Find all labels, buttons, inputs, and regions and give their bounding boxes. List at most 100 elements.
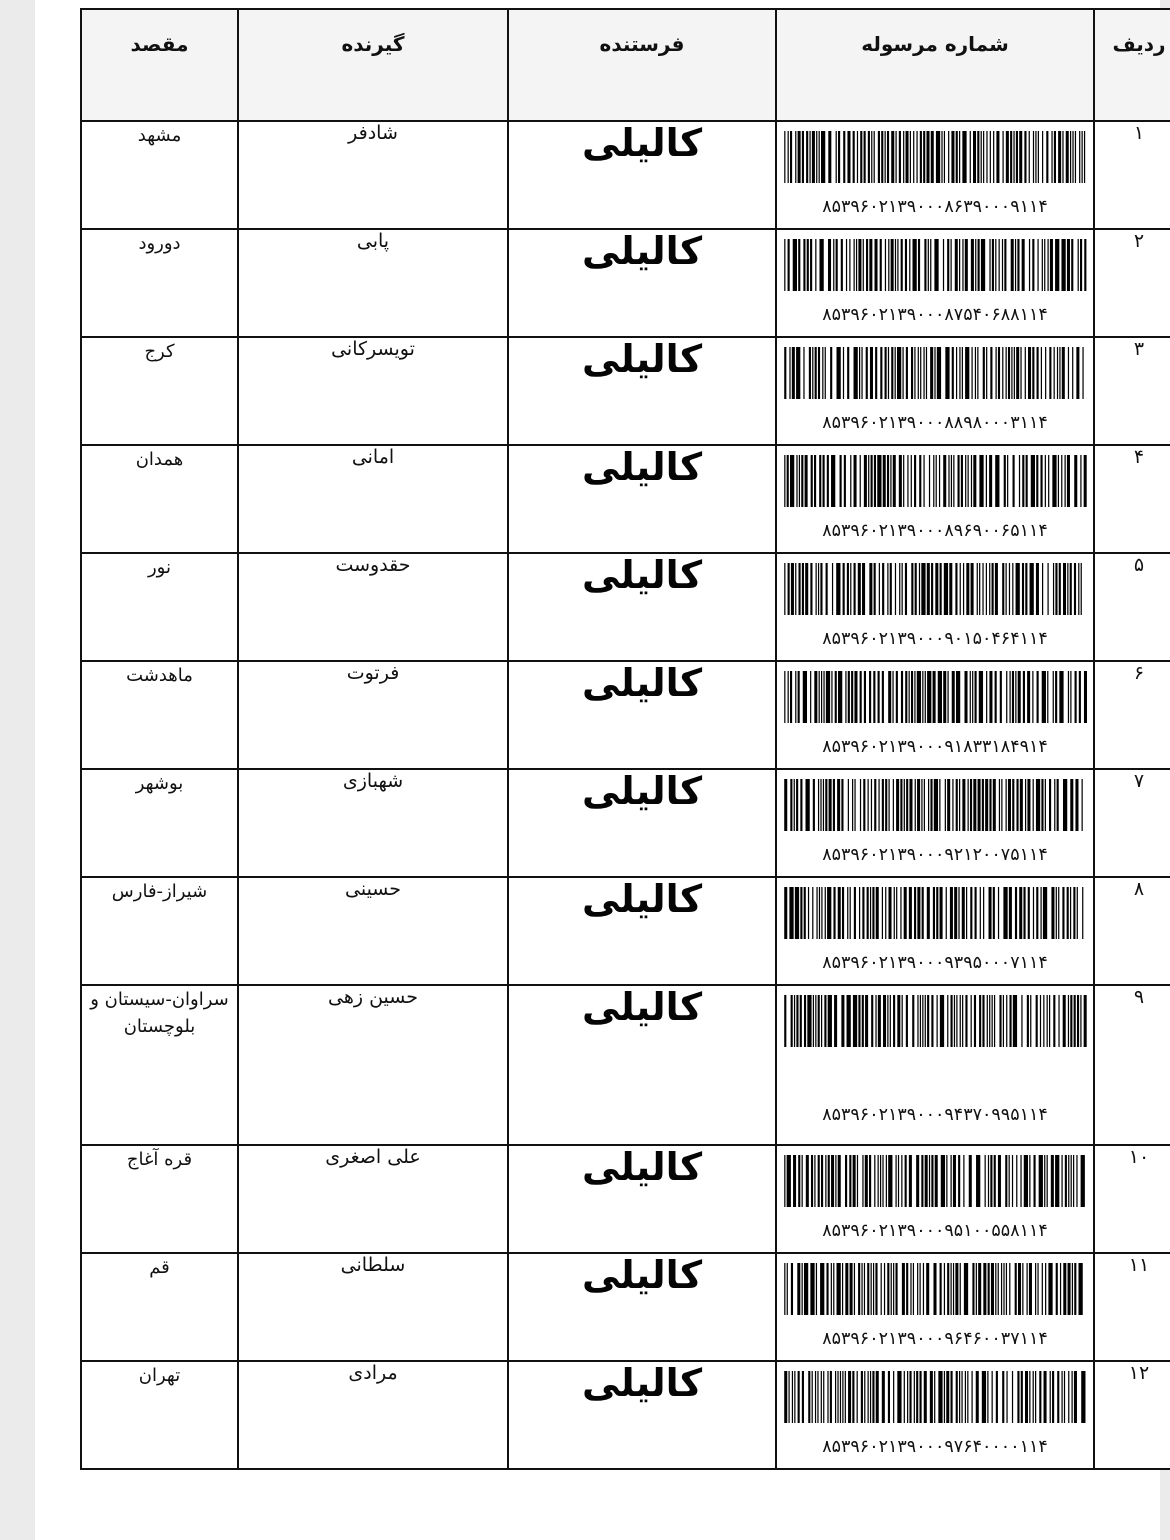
cell-tracking-barcode[interactable]: ۸۵۳۹۶۰۲۱۳۹۰۰۰۸۹۶۹۰۰۶۵۱۱۴ xyxy=(775,444,1095,554)
cell-destination: کرج xyxy=(80,336,239,446)
cell-receiver: شهبازی xyxy=(237,768,509,878)
table-row[interactable]: ۸ ۸۵۳۹۶۰۲۱۳۹۰۰۰۹۳۹۵۰۰۰۷۱۱۴ کالیلی حسینی شیرا… xyxy=(80,876,1170,986)
cell-destination: بوشهر xyxy=(80,768,239,878)
cell-receiver: مرادی xyxy=(237,1360,509,1470)
barcode-icon xyxy=(783,131,1087,183)
cell-sender: کالیلی xyxy=(507,768,777,878)
cell-destination: سراوان-سیستان و بلوچستان xyxy=(80,984,239,1146)
cell-sender: کالیلی xyxy=(507,228,777,338)
cell-row-number: ۲ xyxy=(1093,228,1170,338)
cell-sender: کالیلی xyxy=(507,1252,777,1362)
tracking-number: ۸۵۳۹۶۰۲۱۳۹۰۰۰۹۲۱۲۰۰۷۵۱۱۴ xyxy=(822,845,1048,865)
barcode-icon xyxy=(783,995,1087,1047)
tracking-number: ۸۵۳۹۶۰۲۱۳۹۰۰۰۸۶۳۹۰۰۰۹۱۱۴ xyxy=(822,197,1048,217)
cell-receiver: فرتوت xyxy=(237,660,509,770)
cell-row-number: ۷ xyxy=(1093,768,1170,878)
cell-destination: قم xyxy=(80,1252,239,1362)
cell-row-number: ۱۱ xyxy=(1093,1252,1170,1362)
table-row[interactable]: ۵ ۸۵۳۹۶۰۲۱۳۹۰۰۰۹۰۱۵۰۴۶۴۱۱۴ کالیلی حقدوست نور xyxy=(80,552,1170,662)
cell-row-number: ۸ xyxy=(1093,876,1170,986)
cell-destination: نور xyxy=(80,552,239,662)
cell-row-number: ۶ xyxy=(1093,660,1170,770)
cell-receiver: شادفر xyxy=(237,120,509,230)
table-row[interactable]: ۴ ۸۵۳۹۶۰۲۱۳۹۰۰۰۸۹۶۹۰۰۶۵۱۱۴ کالیلی امانی همدا… xyxy=(80,444,1170,554)
tracking-number: ۸۵۳۹۶۰۲۱۳۹۰۰۰۹۰۱۵۰۴۶۴۱۱۴ xyxy=(822,629,1048,649)
cell-sender: کالیلی xyxy=(507,660,777,770)
cell-destination: تهران xyxy=(80,1360,239,1470)
column-header-dest: مقصد xyxy=(80,8,239,122)
cell-tracking-barcode[interactable]: ۸۵۳۹۶۰۲۱۳۹۰۰۰۸۷۵۴۰۶۸۸۱۱۴ xyxy=(775,228,1095,338)
barcode-icon xyxy=(783,671,1087,723)
cell-sender: کالیلی xyxy=(507,336,777,446)
column-header-sender: فرستنده xyxy=(507,8,777,122)
barcode-icon xyxy=(783,455,1087,507)
cell-receiver: علی اصغری xyxy=(237,1144,509,1254)
shipping-manifest-table: ردیف شماره مرسوله فرستنده گیرنده مقصد ۱ ۸… xyxy=(80,8,1170,1470)
cell-row-number: ۹ xyxy=(1093,984,1170,1146)
table-row[interactable]: ۱۰ ۸۵۳۹۶۰۲۱۳۹۰۰۰۹۵۱۰۰۵۵۸۱۱۴ کالیلی علی اصغر… xyxy=(80,1144,1170,1254)
cell-tracking-barcode[interactable]: ۸۵۳۹۶۰۲۱۳۹۰۰۰۹۶۴۶۰۰۳۷۱۱۴ xyxy=(775,1252,1095,1362)
table-row[interactable]: ۷ ۸۵۳۹۶۰۲۱۳۹۰۰۰۹۲۱۲۰۰۷۵۱۱۴ کالیلی شهبازی بوش… xyxy=(80,768,1170,878)
table-body: ۱ ۸۵۳۹۶۰۲۱۳۹۰۰۰۸۶۳۹۰۰۰۹۱۱۴ کالیلی شادفر مشهد… xyxy=(80,120,1170,1470)
table-row[interactable]: ۱۲ ۸۵۳۹۶۰۲۱۳۹۰۰۰۹۷۶۴۰۰۰۰۱۱۴ کالیلی مرادی تهر… xyxy=(80,1360,1170,1470)
cell-row-number: ۱۲ xyxy=(1093,1360,1170,1470)
page-sheet: ردیف شماره مرسوله فرستنده گیرنده مقصد ۱ ۸… xyxy=(35,0,1170,1540)
cell-row-number: ۳ xyxy=(1093,336,1170,446)
tracking-number: ۸۵۳۹۶۰۲۱۳۹۰۰۰۹۱۸۳۳۱۸۴۹۱۴ xyxy=(822,737,1048,757)
cell-tracking-barcode[interactable]: ۸۵۳۹۶۰۲۱۳۹۰۰۰۹۳۹۵۰۰۰۷۱۱۴ xyxy=(775,876,1095,986)
cell-sender: کالیلی xyxy=(507,984,777,1146)
barcode-icon xyxy=(783,239,1087,291)
cell-sender: کالیلی xyxy=(507,876,777,986)
barcode-icon xyxy=(783,1155,1087,1207)
cell-tracking-barcode[interactable]: ۸۵۳۹۶۰۲۱۳۹۰۰۰۸۸۹۸۰۰۰۳۱۱۴ xyxy=(775,336,1095,446)
cell-tracking-barcode[interactable]: ۸۵۳۹۶۰۲۱۳۹۰۰۰۹۵۱۰۰۵۵۸۱۱۴ xyxy=(775,1144,1095,1254)
cell-receiver: حسین زهی xyxy=(237,984,509,1146)
table-row[interactable]: ۲ ۸۵۳۹۶۰۲۱۳۹۰۰۰۸۷۵۴۰۶۸۸۱۱۴ کالیلی پابی دورود xyxy=(80,228,1170,338)
table-row[interactable]: ۳ ۸۵۳۹۶۰۲۱۳۹۰۰۰۸۸۹۸۰۰۰۳۱۱۴ کالیلی تویسرکانی… xyxy=(80,336,1170,446)
cell-destination: شیراز-فارس xyxy=(80,876,239,986)
cell-destination: ماهدشت xyxy=(80,660,239,770)
cell-sender: کالیلی xyxy=(507,444,777,554)
table-row[interactable]: ۶ ۸۵۳۹۶۰۲۱۳۹۰۰۰۹۱۸۳۳۱۸۴۹۱۴ کالیلی فرتوت ماهد… xyxy=(80,660,1170,770)
cell-destination: همدان xyxy=(80,444,239,554)
tracking-number: ۸۵۳۹۶۰۲۱۳۹۰۰۰۹۳۹۵۰۰۰۷۱۱۴ xyxy=(822,953,1048,973)
cell-destination: قره آغاج xyxy=(80,1144,239,1254)
cell-tracking-barcode[interactable]: ۸۵۳۹۶۰۲۱۳۹۰۰۰۹۰۱۵۰۴۶۴۱۱۴ xyxy=(775,552,1095,662)
table-row[interactable]: ۱ ۸۵۳۹۶۰۲۱۳۹۰۰۰۸۶۳۹۰۰۰۹۱۱۴ کالیلی شادفر مشهد xyxy=(80,120,1170,230)
tracking-number: ۸۵۳۹۶۰۲۱۳۹۰۰۰۹۶۴۶۰۰۳۷۱۱۴ xyxy=(822,1329,1048,1349)
table-row[interactable]: ۹ ۸۵۳۹۶۰۲۱۳۹۰۰۰۹۴۳۷۰۹۹۵۱۱۴ کالیلی حسین زهی س… xyxy=(80,984,1170,1146)
cell-sender: کالیلی xyxy=(507,552,777,662)
cell-destination: مشهد xyxy=(80,120,239,230)
cell-tracking-barcode[interactable]: ۸۵۳۹۶۰۲۱۳۹۰۰۰۸۶۳۹۰۰۰۹۱۱۴ xyxy=(775,120,1095,230)
cell-tracking-barcode[interactable]: ۸۵۳۹۶۰۲۱۳۹۰۰۰۹۲۱۲۰۰۷۵۱۱۴ xyxy=(775,768,1095,878)
cell-sender: کالیلی xyxy=(507,1144,777,1254)
cell-receiver: تویسرکانی xyxy=(237,336,509,446)
barcode-icon xyxy=(783,887,1087,939)
cell-row-number: ۱۰ xyxy=(1093,1144,1170,1254)
tracking-number: ۸۵۳۹۶۰۲۱۳۹۰۰۰۸۹۶۹۰۰۶۵۱۱۴ xyxy=(822,521,1048,541)
barcode-icon xyxy=(783,1263,1087,1315)
column-header-barcode: شماره مرسوله xyxy=(775,8,1095,122)
column-header-radif: ردیف xyxy=(1093,8,1170,122)
header-row: ردیف شماره مرسوله فرستنده گیرنده مقصد xyxy=(80,8,1170,122)
tracking-number: ۸۵۳۹۶۰۲۱۳۹۰۰۰۸۸۹۸۰۰۰۳۱۱۴ xyxy=(822,413,1048,433)
cell-destination: دورود xyxy=(80,228,239,338)
barcode-icon xyxy=(783,563,1087,615)
barcode-icon xyxy=(783,1371,1087,1423)
cell-receiver: امانی xyxy=(237,444,509,554)
cell-tracking-barcode[interactable]: ۸۵۳۹۶۰۲۱۳۹۰۰۰۹۷۶۴۰۰۰۰۱۱۴ xyxy=(775,1360,1095,1470)
barcode-icon xyxy=(783,779,1087,831)
cell-receiver: سلطانی xyxy=(237,1252,509,1362)
cell-row-number: ۱ xyxy=(1093,120,1170,230)
cell-receiver: پابی xyxy=(237,228,509,338)
cell-tracking-barcode[interactable]: ۸۵۳۹۶۰۲۱۳۹۰۰۰۹۱۸۳۳۱۸۴۹۱۴ xyxy=(775,660,1095,770)
table-row[interactable]: ۱۱ ۸۵۳۹۶۰۲۱۳۹۰۰۰۹۶۴۶۰۰۳۷۱۱۴ کالیلی سلطانی قم xyxy=(80,1252,1170,1362)
cell-receiver: حقدوست xyxy=(237,552,509,662)
barcode-icon xyxy=(783,347,1087,399)
cell-row-number: ۴ xyxy=(1093,444,1170,554)
cell-row-number: ۵ xyxy=(1093,552,1170,662)
cell-receiver: حسینی xyxy=(237,876,509,986)
tracking-number: ۸۵۳۹۶۰۲۱۳۹۰۰۰۸۷۵۴۰۶۸۸۱۱۴ xyxy=(822,305,1048,325)
tracking-number: ۸۵۳۹۶۰۲۱۳۹۰۰۰۹۷۶۴۰۰۰۰۱۱۴ xyxy=(822,1437,1048,1457)
cell-tracking-barcode[interactable]: ۸۵۳۹۶۰۲۱۳۹۰۰۰۹۴۳۷۰۹۹۵۱۱۴ xyxy=(775,984,1095,1146)
